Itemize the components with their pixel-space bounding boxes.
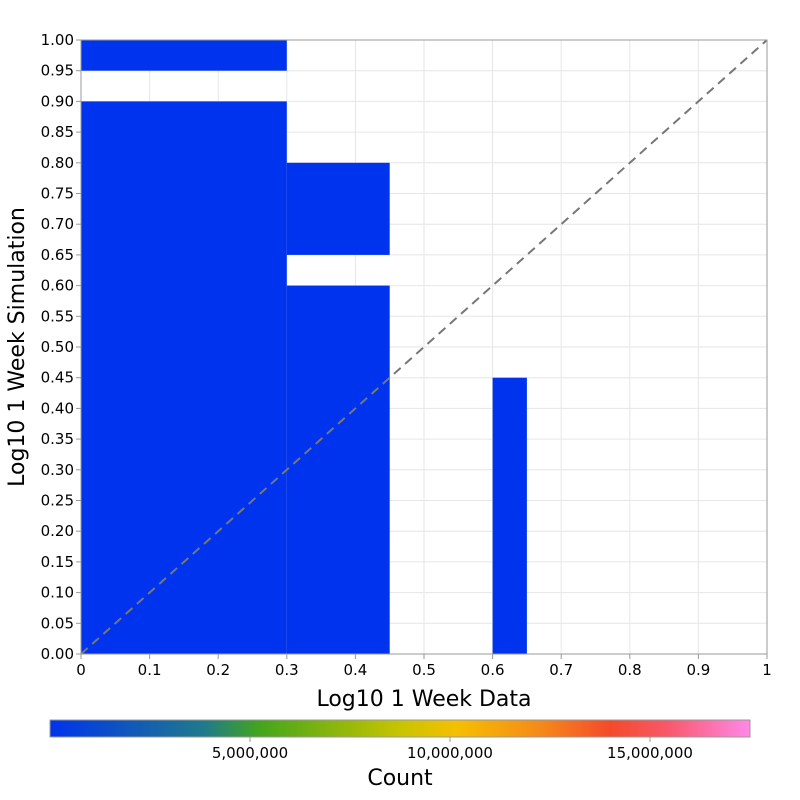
colorbar-ticks: 5,000,000 10,000,000 15,000,000 bbox=[212, 737, 693, 762]
x-tick-label: 0.7 bbox=[549, 661, 573, 679]
heatmap-cell bbox=[81, 40, 287, 71]
x-tick-label: 0.4 bbox=[343, 661, 367, 679]
y-tick-label: 0.45 bbox=[41, 369, 74, 387]
colorbar-tick-label: 5,000,000 bbox=[212, 744, 288, 762]
y-axis-ticks: 0.00 0.05 0.10 0.15 0.20 0.25 0.30 0.35 0.40 0.45… bbox=[41, 31, 81, 663]
x-axis-ticks: 0 0.1 0.2 0.3 0.4 0.5 0.6 0.7 0.8 0.9 1 bbox=[76, 654, 772, 679]
y-tick-label: 0.70 bbox=[41, 215, 74, 233]
y-tick-label: 0.15 bbox=[41, 553, 74, 571]
x-tick-label: 0.6 bbox=[481, 661, 505, 679]
y-tick-label: 1.00 bbox=[41, 31, 74, 49]
heatmap-cell bbox=[492, 377, 527, 654]
y-tick-label: 0.35 bbox=[41, 430, 74, 448]
colorbar-tick-label: 15,000,000 bbox=[607, 744, 693, 762]
y-tick-label: 0.90 bbox=[41, 92, 74, 110]
colorbar-tick-label: 10,000,000 bbox=[407, 744, 493, 762]
y-tick-label: 0.20 bbox=[41, 522, 74, 540]
x-tick-label: 0.9 bbox=[686, 661, 710, 679]
y-tick-label: 0.60 bbox=[41, 277, 74, 295]
diagonal-reference-line bbox=[80, 39, 768, 655]
x-tick-label: 0.8 bbox=[618, 661, 642, 679]
x-axis-title: Log10 1 Week Data bbox=[316, 687, 531, 712]
heatmap-cells bbox=[81, 40, 527, 654]
y-tick-label: 0.80 bbox=[41, 154, 74, 172]
x-tick-label: 0.2 bbox=[206, 661, 230, 679]
y-tick-label: 0.65 bbox=[41, 246, 74, 264]
y-tick-label: 0.00 bbox=[41, 645, 74, 663]
x-tick-label: 0.3 bbox=[275, 661, 299, 679]
x-tick-label: 0 bbox=[76, 661, 86, 679]
y-tick-label: 0.10 bbox=[41, 584, 74, 602]
y-tick-label: 0.50 bbox=[41, 338, 74, 356]
colorbar bbox=[49, 719, 751, 738]
y-tick-label: 0.55 bbox=[41, 307, 74, 325]
x-tick-label: 1 bbox=[762, 661, 772, 679]
y-tick-label: 0.05 bbox=[41, 614, 74, 632]
heatmap-cell bbox=[81, 101, 287, 654]
heatmap-cell bbox=[286, 162, 390, 255]
y-tick-label: 0.85 bbox=[41, 123, 74, 141]
y-tick-label: 0.40 bbox=[41, 399, 74, 417]
y-tick-label: 0.25 bbox=[41, 492, 74, 510]
y-tick-label: 0.95 bbox=[41, 62, 74, 80]
colorbar-label: Count bbox=[367, 766, 433, 791]
y-tick-label: 0.75 bbox=[41, 185, 74, 203]
y-tick-label: 0.30 bbox=[41, 461, 74, 479]
y-axis-title: Log10 1 Week Simulation bbox=[5, 207, 30, 487]
x-tick-label: 0.5 bbox=[412, 661, 436, 679]
heatmap-cell bbox=[286, 285, 390, 654]
x-tick-label: 0.1 bbox=[138, 661, 162, 679]
